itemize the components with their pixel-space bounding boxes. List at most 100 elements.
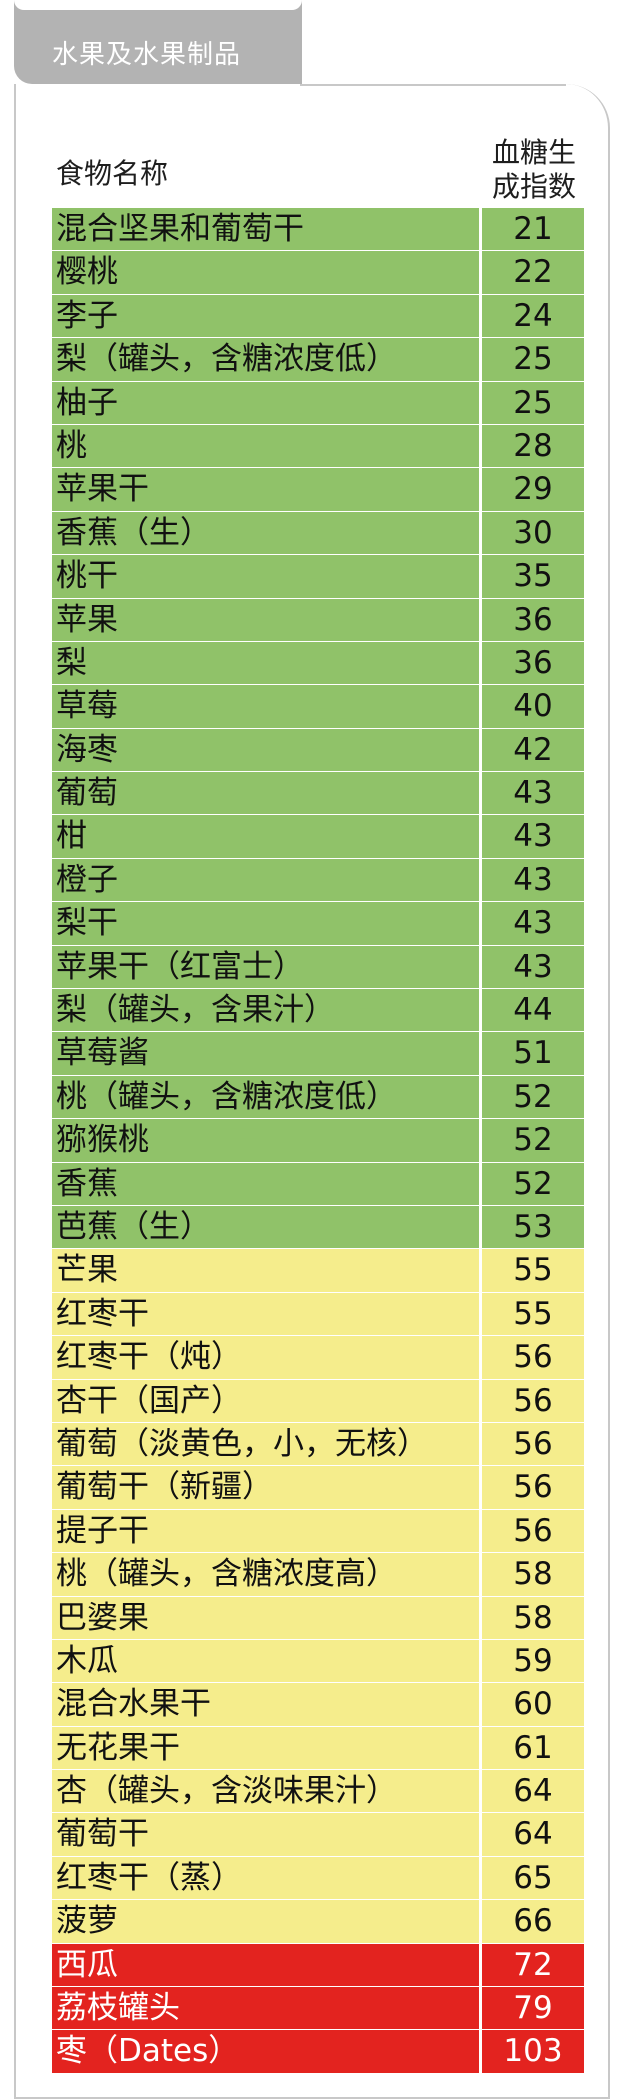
gi-value-cell: 55 [482, 1249, 584, 1292]
food-name-cell: 枣（Dates） [52, 2030, 482, 2073]
table-row: 红枣干（炖） 56 [52, 1336, 584, 1380]
table-row: 香蕉（生） 30 [52, 511, 584, 556]
table-row: 苹果干（红富士） 43 [52, 945, 584, 990]
gi-value-cell: 64 [482, 1770, 584, 1813]
table-row: 杏干（国产） 56 [52, 1379, 584, 1423]
gi-value-cell: 56 [482, 1422, 584, 1466]
gi-value-cell: 43 [482, 858, 584, 902]
food-name-cell: 樱桃 [52, 251, 482, 294]
food-name-cell: 混合坚果和葡萄干 [52, 208, 482, 251]
gi-value-cell: 42 [482, 728, 584, 772]
gi-value-cell: 35 [482, 555, 584, 598]
gi-value-cell: 28 [482, 424, 584, 468]
table-row: 桃（罐头，含糖浓度低） 52 [52, 1075, 584, 1120]
table-row: 葡萄 43 [52, 772, 584, 816]
food-name-cell: 梨 [52, 641, 482, 685]
food-name-cell: 芭蕉（生） [52, 1205, 482, 1249]
food-name-cell: 柚子 [52, 381, 482, 424]
table-row: 杏（罐头，含淡味果汁） 64 [52, 1770, 584, 1814]
gi-value-cell: 30 [482, 511, 584, 555]
table-row: 苹果干 29 [52, 468, 584, 512]
table-row: 梨（罐头，含果汁） 44 [52, 989, 584, 1033]
gi-value-cell: 58 [482, 1553, 584, 1596]
gi-value-cell: 72 [482, 1943, 584, 1987]
table-row: 芒果 55 [52, 1249, 584, 1293]
table-row: 猕猴桃 52 [52, 1119, 584, 1163]
table-row: 桃 28 [52, 424, 584, 469]
gi-value-cell: 44 [482, 989, 584, 1032]
food-name-cell: 桃干 [52, 555, 482, 598]
gi-value-cell: 65 [482, 1856, 584, 1900]
table-row: 荔枝罐头 79 [52, 1987, 584, 2031]
food-name-cell: 葡萄 [52, 772, 482, 815]
table-row: 巴婆果 58 [52, 1596, 584, 1640]
food-name-cell: 葡萄干 [52, 1813, 482, 1856]
table-row: 草莓 40 [52, 685, 584, 729]
gi-value-cell: 61 [482, 1726, 584, 1770]
gi-value-cell: 58 [482, 1596, 584, 1639]
gi-value-cell: 79 [482, 1987, 584, 2030]
food-name-cell: 红枣干（蒸） [52, 1856, 482, 1900]
gi-value-cell: 43 [482, 815, 584, 858]
column-header-gi: 血糖生成指数 [491, 136, 576, 203]
table-row: 木瓜 59 [52, 1639, 584, 1684]
table-row: 柚子 25 [52, 381, 584, 425]
gi-value-cell: 43 [482, 902, 584, 945]
food-name-cell: 西瓜 [52, 1943, 482, 1987]
gi-value-cell: 64 [482, 1813, 584, 1856]
gi-value-cell: 43 [482, 945, 584, 989]
food-name-cell: 草莓酱 [52, 1032, 482, 1075]
food-name-cell: 木瓜 [52, 1639, 482, 1683]
gi-value-cell: 52 [482, 1162, 584, 1205]
table-row: 橙子 43 [52, 858, 584, 903]
food-name-cell: 海枣 [52, 728, 482, 772]
food-name-cell: 柑 [52, 815, 482, 858]
gi-value-cell: 25 [482, 338, 584, 381]
gi-value-cell: 56 [482, 1379, 584, 1422]
gi-value-cell: 56 [482, 1466, 584, 1509]
gi-value-cell: 36 [482, 598, 584, 641]
table-row: 梨 36 [52, 641, 584, 686]
table-row: 李子 24 [52, 294, 584, 339]
food-name-cell: 杏干（国产） [52, 1379, 482, 1422]
gi-value-cell: 36 [482, 641, 584, 685]
food-name-cell: 梨（罐头，含糖浓度低） [52, 338, 482, 381]
panel-top-border [300, 84, 566, 86]
table-row: 草莓酱 51 [52, 1032, 584, 1076]
table-row: 梨（罐头，含糖浓度低） 25 [52, 338, 584, 382]
table-row: 葡萄干（新疆） 56 [52, 1466, 584, 1510]
food-name-cell: 猕猴桃 [52, 1119, 482, 1162]
food-name-cell: 芒果 [52, 1249, 482, 1292]
table-row: 红枣干（蒸） 65 [52, 1856, 584, 1901]
table-row: 混合水果干 60 [52, 1683, 584, 1727]
column-header-food-name: 食物名称 [56, 157, 169, 190]
food-name-cell: 香蕉 [52, 1162, 482, 1205]
food-name-cell: 桃（罐头，含糖浓度低） [52, 1075, 482, 1119]
food-name-cell: 苹果干 [52, 468, 482, 511]
table-row: 菠萝 66 [52, 1900, 584, 1944]
table-row: 西瓜 72 [52, 1943, 584, 1988]
food-name-cell: 菠萝 [52, 1900, 482, 1943]
food-name-cell: 桃 [52, 424, 482, 468]
food-name-cell: 草莓 [52, 685, 482, 728]
food-name-cell: 葡萄（淡黄色，小，无核） [52, 1422, 482, 1466]
gi-value-cell: 29 [482, 468, 584, 511]
food-name-cell: 巴婆果 [52, 1596, 482, 1639]
gi-value-cell: 21 [482, 208, 584, 251]
gi-value-cell: 103 [482, 2030, 584, 2073]
food-name-cell: 红枣干（炖） [52, 1336, 482, 1379]
food-name-cell: 李子 [52, 294, 482, 338]
food-name-cell: 杏（罐头，含淡味果汁） [52, 1770, 482, 1813]
gi-value-cell: 56 [482, 1336, 584, 1379]
gi-value-cell: 66 [482, 1900, 584, 1943]
table-row: 苹果 36 [52, 598, 584, 642]
gi-table: 混合坚果和葡萄干 21 樱桃 22 李子 24 梨（罐头，含糖浓度低） 25 柚子 25 桃 28 苹果… [52, 208, 584, 2074]
table-row: 混合坚果和葡萄干 21 [52, 208, 584, 252]
gi-value-cell: 56 [482, 1509, 584, 1553]
table-row: 芭蕉（生） 53 [52, 1205, 584, 1250]
table-row: 桃（罐头，含糖浓度高） 58 [52, 1553, 584, 1597]
gi-value-cell: 52 [482, 1075, 584, 1119]
section-tab[interactable]: 水果及水果制品 [14, 0, 302, 84]
gi-value-cell: 51 [482, 1032, 584, 1075]
table-row: 枣（Dates） 103 [52, 2030, 584, 2074]
